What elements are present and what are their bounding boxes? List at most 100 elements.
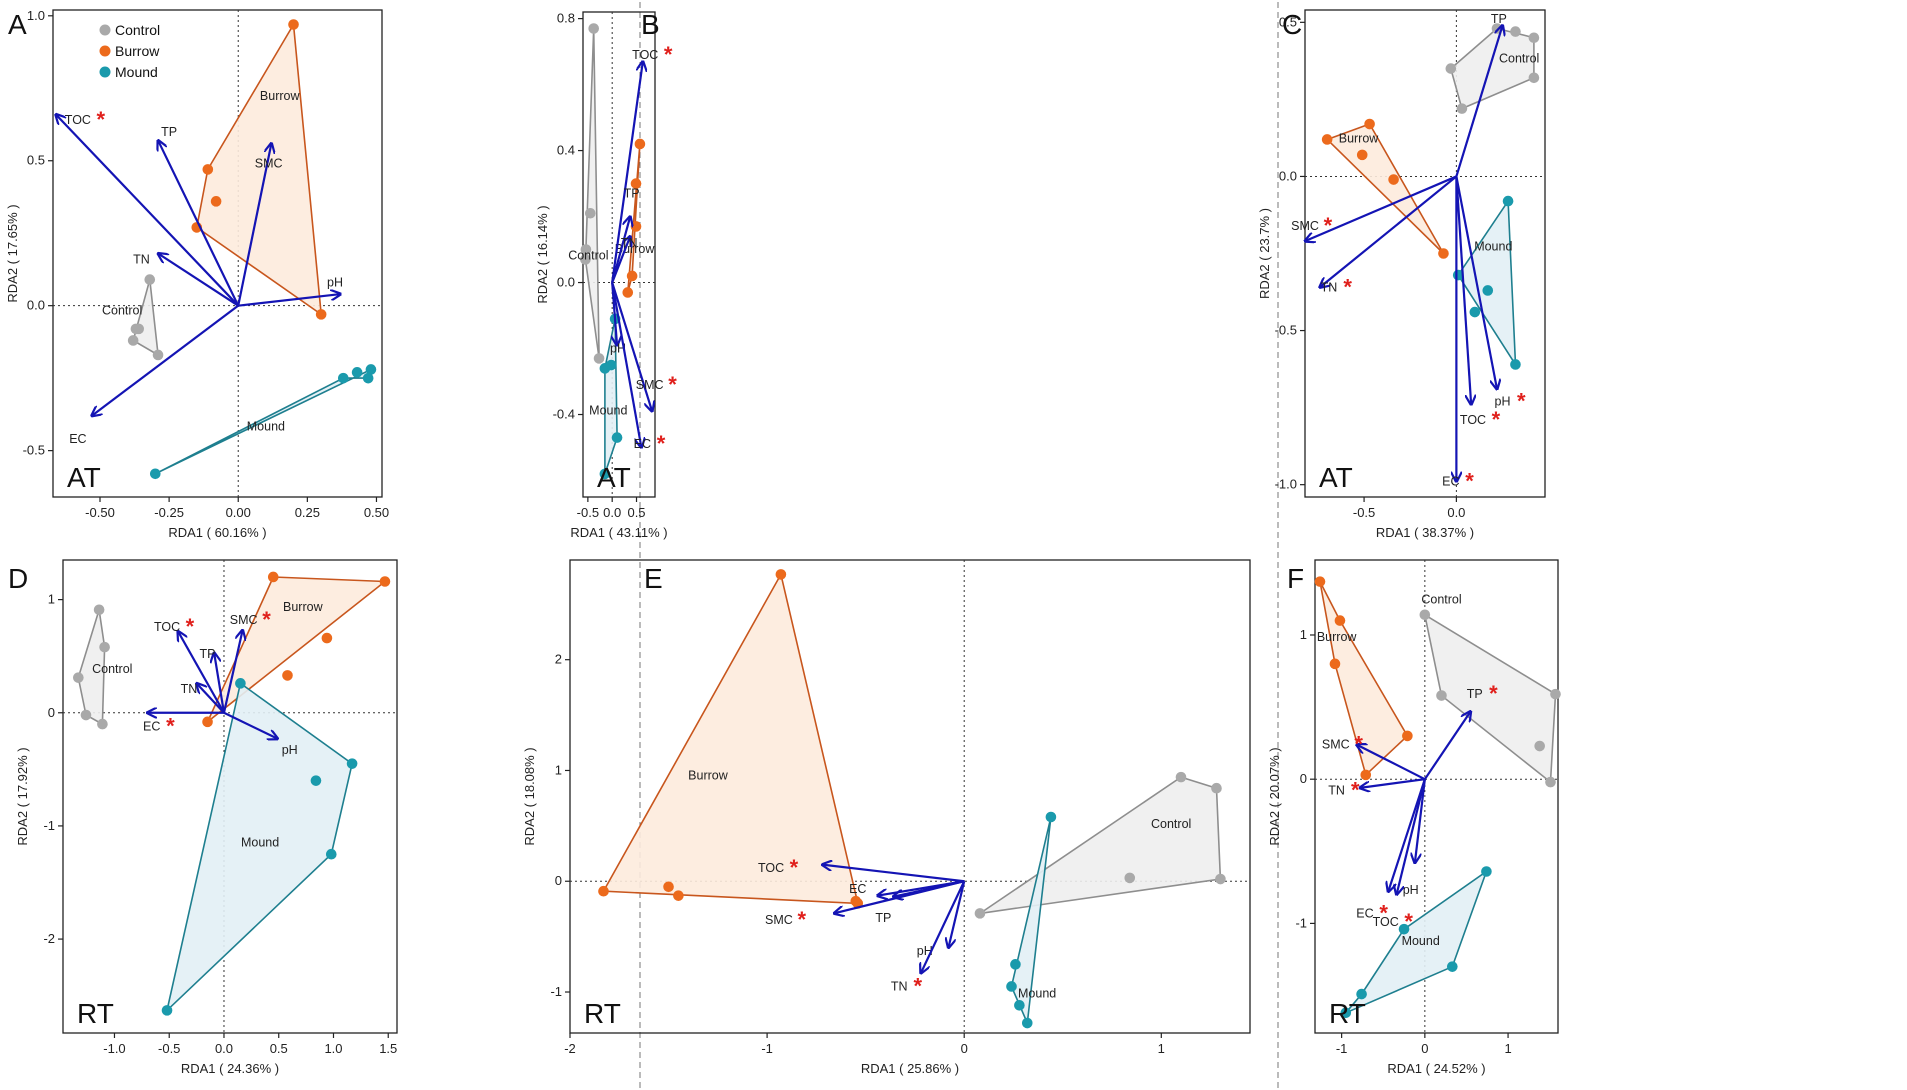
vector-label-ec: EC [849, 882, 866, 896]
x-tick-label: 0.0 [215, 1041, 233, 1056]
point-control [593, 353, 605, 364]
point-mound [346, 758, 358, 769]
vector-label-tn: TN [891, 979, 908, 993]
hull-control [77, 609, 106, 726]
vector-tp [1455, 25, 1502, 177]
vector-tp [611, 217, 630, 283]
vector-label-smc: SMC [765, 913, 793, 927]
vector-toc [1397, 778, 1426, 894]
vector-ec [92, 304, 239, 416]
group-label-control: Control [568, 248, 608, 262]
legend: Control Burrow Mound [99, 22, 160, 80]
point-control [99, 641, 110, 653]
y-axis-label: RDA2 ( 17.92% ) [15, 747, 30, 845]
point-control [584, 207, 596, 219]
hull-burrow [1325, 123, 1445, 255]
point-mound [1502, 195, 1514, 207]
point-control [127, 335, 139, 346]
group-label-control: Control [92, 662, 132, 676]
point-burrow [626, 270, 638, 282]
y-axis-label: RDA2 ( 20.07% ) [1267, 747, 1282, 845]
point-burrow [598, 885, 609, 897]
vector-label-ec: EC [1442, 475, 1459, 489]
point-control [1124, 872, 1136, 884]
y-tick-label: 1.0 [27, 8, 45, 23]
point-mound [599, 468, 611, 480]
point-control [580, 254, 591, 265]
point-mound [1045, 811, 1057, 823]
legend-label-control: Control [115, 22, 160, 38]
y-tick-label: 0.0 [1279, 168, 1297, 183]
y-axis-label: RDA2 ( 18.08% ) [522, 747, 537, 845]
vector-tn [921, 880, 966, 973]
plot-frame [569, 559, 1251, 1034]
x-tick-label: 0.0 [1447, 505, 1465, 520]
point-mound [1481, 866, 1492, 877]
vector-tn [1360, 778, 1425, 788]
x-tick-label: 0.50 [364, 505, 389, 520]
point-mound [337, 372, 349, 384]
hull-burrow [602, 572, 859, 905]
vector-label-smc: SMC [1322, 738, 1350, 752]
point-control [97, 718, 108, 730]
panel-letter: C [1282, 9, 1302, 40]
panel-B: -0.5 0.0 0.5 -0.4 0.0 0.4 0.8 RDA1 ( 43.11% ) RD… [535, 9, 677, 540]
significance-star: * [166, 713, 175, 738]
vector-label-ph: pH [1495, 394, 1511, 408]
vector-label-toc: TOC [1460, 413, 1486, 427]
vector-label-toc: TOC [154, 620, 180, 634]
point-control [1419, 609, 1431, 621]
x-tick-label: 0.25 [295, 505, 320, 520]
point-mound [1398, 923, 1410, 935]
hull-control [584, 28, 600, 359]
vector-smc [611, 282, 652, 412]
point-mound [351, 367, 363, 378]
vector-toc [56, 114, 240, 307]
point-burrow [775, 569, 787, 580]
point-burrow [850, 895, 862, 907]
vector-label-toc: TOC [65, 113, 91, 127]
point-burrow [288, 19, 299, 30]
panel-tag: RT [77, 998, 114, 1029]
point-burrow [1438, 248, 1449, 259]
point-control [1510, 26, 1521, 37]
significance-star: * [1354, 732, 1363, 757]
point-control [1550, 688, 1561, 700]
point-mound [1014, 1000, 1025, 1011]
significance-star: * [914, 973, 923, 998]
hull-mound [1457, 198, 1517, 368]
point-burrow [210, 196, 222, 207]
point-burrow [202, 164, 214, 175]
vector-tn [158, 254, 239, 307]
group-label-mound: Mound [1402, 934, 1440, 948]
point-control [133, 323, 145, 335]
group-label-burrow: Burrow [1317, 630, 1358, 644]
plot-frame [1304, 9, 1546, 498]
vector-tn [611, 236, 630, 283]
panel-letter: D [8, 563, 28, 594]
group-label-mound: Mound [241, 835, 279, 849]
panel-C: -0.5 0.0 -1.0 -0.5 0.0 0.5 RDA1 ( 38.37% ) RDA2… [1257, 9, 1546, 540]
x-axis-label: RDA1 ( 43.11% ) [570, 525, 667, 540]
vector-smc [1305, 175, 1457, 241]
vector-tn [197, 683, 225, 714]
hull-burrow [206, 576, 388, 723]
point-control [1175, 771, 1187, 783]
vector-label-smc: SMC [1291, 219, 1319, 233]
x-tick-label: 0.0 [603, 505, 621, 520]
point-control [580, 244, 592, 255]
x-tick-label: 1.5 [379, 1041, 397, 1056]
vector-label-tn: TN [621, 236, 638, 250]
vector-label-toc: TOC [758, 861, 784, 875]
vector-ec [1388, 778, 1426, 891]
panel-letter: F [1287, 563, 1304, 594]
vector-tp [214, 653, 226, 713]
y-tick-label: -1 [1295, 915, 1307, 930]
panel-tag: RT [1329, 998, 1366, 1029]
point-control [1545, 776, 1556, 788]
vector-label-ph: pH [610, 342, 626, 356]
point-control [588, 23, 600, 34]
vector-ph [948, 880, 966, 947]
vector-tp [158, 140, 240, 307]
